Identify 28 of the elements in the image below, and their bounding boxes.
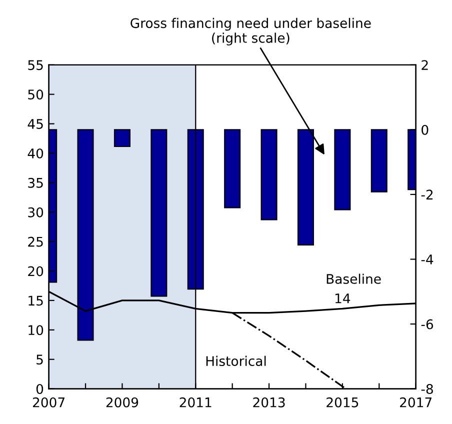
y-tick-label: 20 — [28, 266, 44, 276]
y-tick-label: 50 — [28, 90, 44, 100]
series-label: Baseline — [326, 274, 381, 284]
x-tick-label: 2015 — [326, 397, 358, 408]
y2-tick-label: 2 — [422, 60, 428, 70]
text: Gross financing need under baseline (right scale) — [130, 18, 371, 46]
y-tick-label: 40 — [28, 148, 44, 158]
data-label: 14 — [335, 294, 350, 304]
x-tick-label: 2011 — [180, 397, 212, 408]
y-tick-label: 15 — [28, 296, 43, 306]
y2-tick-label: -6 — [421, 319, 434, 330]
y-tick-label: 55 — [28, 60, 43, 70]
x-tick-label: 2007 — [32, 397, 64, 408]
series-label: Historical — [206, 356, 266, 366]
x-tick-label: 2009 — [106, 397, 138, 408]
x-tick-label: 2013 — [253, 397, 285, 408]
y2-tick-label: -4 — [421, 254, 434, 264]
x-tick-label: 2017 — [400, 397, 432, 408]
y2-tick-label: 0 — [422, 124, 428, 135]
y-tick-label: 30 — [28, 207, 44, 218]
y-tick-label: 25 — [28, 236, 43, 247]
y2-tick-label: -8 — [421, 384, 433, 394]
y-tick-label: 35 — [28, 178, 43, 188]
y-tick-label: 5 — [36, 354, 43, 365]
y2-tick-label: -2 — [421, 190, 433, 200]
y-tick-label: 45 — [28, 119, 43, 129]
y-tick-label: 10 — [28, 325, 44, 336]
y-tick-label: 0 — [36, 384, 44, 394]
